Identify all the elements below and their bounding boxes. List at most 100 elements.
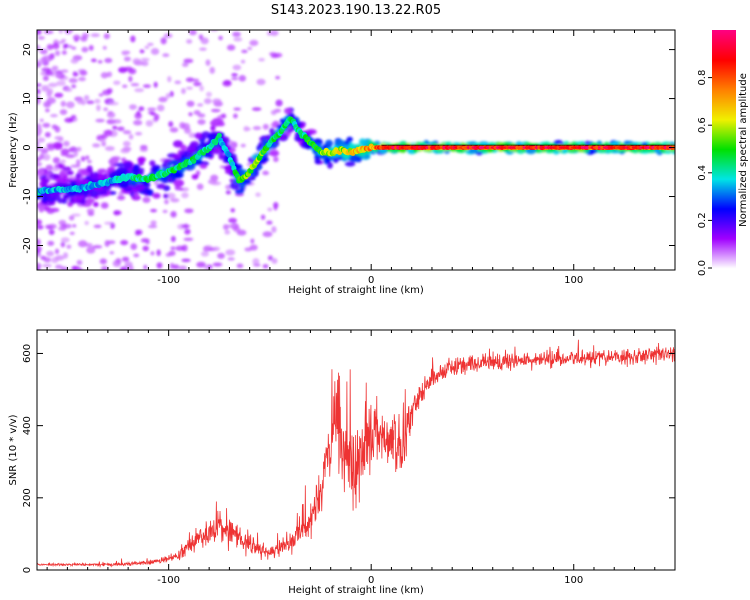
snr-y-tick-label: 200 — [22, 488, 33, 507]
spectrogram-noise-cell — [202, 245, 210, 252]
spectrogram-noise-cell — [181, 244, 188, 252]
spectrogram-noise-cell — [77, 240, 88, 248]
spectrogram-noise-cell — [60, 266, 68, 270]
spectrogram-noise-cell — [116, 126, 125, 132]
spectrogram-noise-cell — [41, 67, 51, 72]
spectrogram-noise-cell — [145, 120, 154, 127]
colorbar-cell — [712, 72, 736, 74]
colorbar-cell — [712, 65, 736, 67]
spectrogram-noise-cell — [164, 199, 169, 205]
spectrogram-noise-cell — [54, 248, 60, 255]
colorbar-cell — [712, 263, 736, 265]
spectrogram-noise-cell — [150, 251, 155, 256]
colorbar-cell — [712, 252, 736, 254]
spectrogram-cell — [129, 181, 138, 187]
colorbar-cell — [712, 264, 736, 266]
colorbar-cell — [712, 249, 736, 251]
spectrogram-noise-cell — [63, 43, 69, 48]
colorbar-cell — [712, 86, 736, 88]
colorbar-cell — [712, 244, 736, 246]
spectrogram-noise-cell — [59, 169, 70, 176]
spectrogram-noise-cell — [236, 263, 244, 269]
spectrogram-noise-cell — [37, 253, 42, 258]
spectrogram-noise-cell — [147, 224, 158, 229]
colorbar-cell — [712, 220, 736, 222]
spectrogram-noise-cell — [70, 114, 77, 119]
spectrogram-noise-cell — [109, 101, 119, 106]
spectrogram-noise-cell — [130, 35, 136, 43]
spectrogram-noise-cell — [189, 30, 197, 36]
spectrogram-noise-cell — [136, 229, 143, 236]
colorbar-cell — [712, 192, 736, 194]
colorbar-cell — [712, 80, 736, 82]
colorbar-cell — [712, 239, 736, 241]
spectrogram-noise-cell — [150, 48, 160, 55]
colorbar-cell — [712, 36, 736, 38]
colorbar-cell — [712, 186, 736, 188]
spectrogram-noise-cell — [46, 250, 55, 257]
colorbar-cell — [712, 247, 736, 249]
spectrogram-noise-cell — [123, 56, 131, 62]
colorbar-cell — [712, 157, 736, 159]
spectrogram-noise-cell — [48, 223, 57, 230]
spectrogram-noise-cell — [101, 141, 107, 147]
spectrogram-noise-cell — [130, 83, 140, 87]
snr-y-axis-label: SNR (10 * v/v) — [8, 414, 19, 485]
spectrogram-noise-cell — [37, 30, 42, 36]
colorbar-cell — [712, 154, 736, 156]
colorbar-cell — [712, 246, 736, 248]
spectrogram-noise-cell — [37, 224, 44, 230]
colorbar-cell — [712, 248, 736, 250]
colorbar-cell — [712, 59, 736, 61]
spectrogram-cell — [326, 162, 333, 169]
spectrogram-y-tick-label: 10 — [22, 92, 33, 105]
colorbar-cell — [712, 66, 736, 68]
spectrogram-noise-cell — [158, 96, 168, 103]
spectrogram-noise-cell — [71, 46, 77, 50]
spectrogram-noise-cell — [58, 162, 63, 169]
spectrogram-noise-cell — [90, 33, 100, 38]
spectrogram-noise-cell — [75, 159, 81, 166]
colorbar-cell — [712, 241, 736, 243]
spectrogram-noise-cell — [79, 70, 88, 76]
colorbar-cell — [712, 181, 736, 183]
colorbar-cell — [712, 39, 736, 41]
spectrogram-noise-cell — [240, 59, 246, 64]
spectrogram-noise-cell — [90, 58, 97, 63]
colorbar-cell — [712, 151, 736, 153]
colorbar-cell — [712, 105, 736, 107]
spectrogram-noise-cell — [71, 84, 77, 89]
colorbar-cell — [712, 48, 736, 50]
spectrogram-noise-cell — [168, 121, 174, 128]
colorbar-cell — [712, 119, 736, 121]
colorbar-cell — [712, 129, 736, 131]
colorbar-cell — [712, 123, 736, 125]
colorbar-cell — [712, 115, 736, 117]
colorbar-cell — [712, 63, 736, 65]
colorbar-cell — [712, 53, 736, 55]
spectrogram-noise-cell — [147, 107, 157, 112]
spectrogram-noise-cell — [132, 58, 141, 65]
spectrogram-noise-cell — [140, 238, 150, 243]
colorbar-cell — [712, 68, 736, 70]
spectrogram-noise-cell — [144, 45, 150, 50]
spectrogram-noise-cell — [104, 146, 115, 152]
colorbar-cell — [712, 184, 736, 186]
spectrogram-noise-cell — [130, 243, 138, 250]
spectrogram-noise-cell — [37, 98, 41, 105]
colorbar-cell — [712, 50, 736, 52]
colorbar-cell — [712, 262, 736, 264]
colorbar-cell — [712, 191, 736, 193]
snr-x-tick-label: 100 — [564, 575, 583, 586]
colorbar-cell — [712, 40, 736, 42]
spectrogram-noise-cell — [262, 264, 269, 269]
spectrogram-cell — [324, 156, 332, 164]
spectrogram-noise-cell — [47, 88, 54, 95]
spectrogram-noise-cell — [207, 264, 213, 269]
colorbar-cell — [712, 236, 736, 238]
spectrogram-noise-cell — [103, 33, 110, 40]
spectrogram-noise-cell — [71, 213, 81, 217]
spectrogram-noise-cell — [51, 167, 60, 172]
colorbar-cell — [712, 61, 736, 63]
spectrogram-x-axis-label: Height of straight line (km) — [288, 285, 424, 296]
